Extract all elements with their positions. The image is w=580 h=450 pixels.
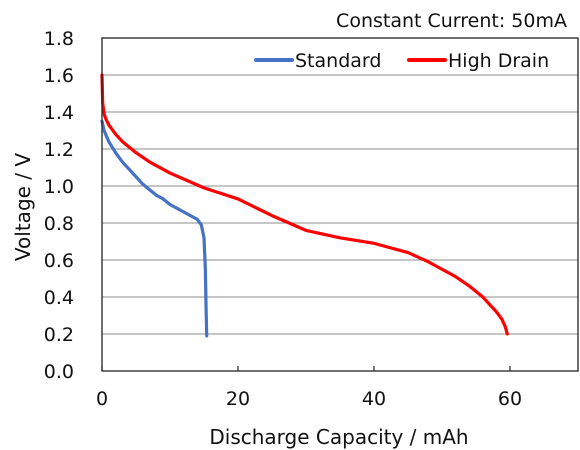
series-line-standard	[100, 119, 209, 338]
y-tick-label: 1.0	[44, 176, 74, 198]
legend-label-standard: Standard	[295, 50, 381, 72]
x-tick-labels: 0 20 40 60	[96, 366, 522, 410]
legend-label-high-drain: High Drain	[448, 50, 549, 72]
x-tick-label: 20	[226, 388, 250, 410]
series-line-high-drain	[100, 73, 509, 336]
y-tick-label: 0.8	[44, 213, 74, 235]
x-tick-label: 60	[498, 388, 522, 410]
legend: Standard High Drain	[254, 50, 549, 72]
y-tick-labels: 0.0 0.2 0.4 0.6 0.8 1.0 1.2 1.4 1.6 1.8	[44, 28, 74, 383]
x-tick-label: 0	[96, 388, 108, 410]
y-tick-label: 0.6	[44, 250, 74, 272]
gridlines	[102, 74, 578, 335]
y-tick-label: 1.4	[44, 102, 74, 124]
y-tick-label: 1.6	[44, 65, 74, 87]
chart-annotation: Constant Current: 50mA	[336, 10, 567, 32]
plot-frame	[101, 37, 579, 372]
series-lines	[100, 73, 509, 338]
y-tick-label: 0.4	[44, 287, 74, 309]
y-tick-label: 1.8	[44, 28, 74, 50]
x-axis-label: Discharge Capacity / mAh	[209, 425, 468, 449]
x-tick-label: 40	[362, 388, 386, 410]
y-tick-label: 0.0	[44, 361, 74, 383]
y-tick-label: 0.2	[44, 324, 74, 346]
y-axis-label: Voltage / V	[11, 153, 35, 261]
y-tick-label: 1.2	[44, 139, 74, 161]
